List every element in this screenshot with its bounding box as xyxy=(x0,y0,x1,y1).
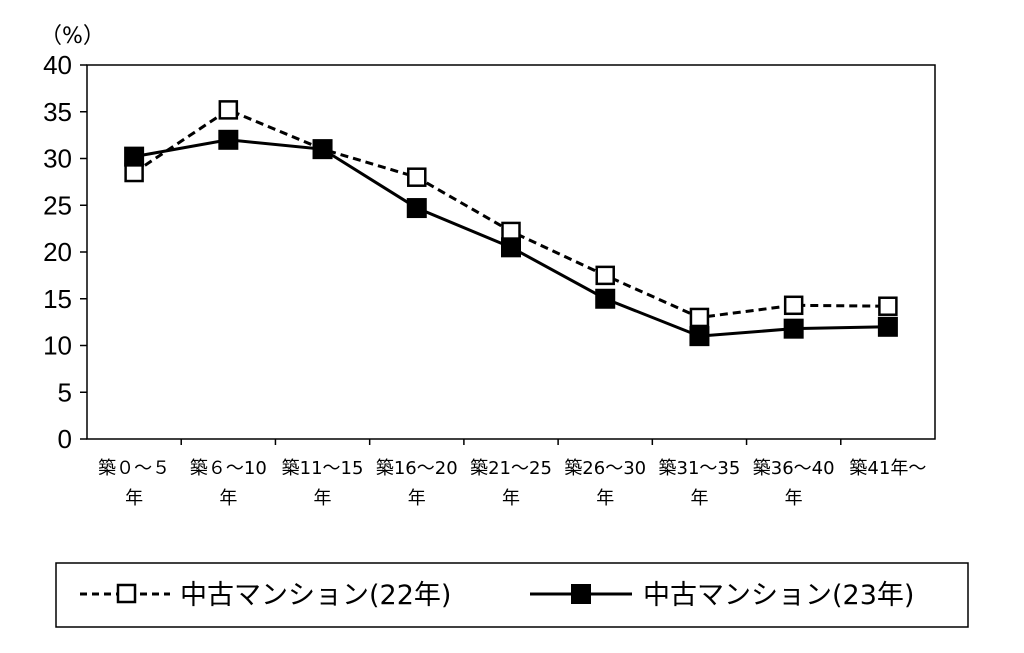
y-axis-ticks: 0 5 10 15 20 25 30 35 40 xyxy=(43,50,87,454)
x-category-label: 築21～25 xyxy=(470,458,552,479)
series-1-point xyxy=(689,307,710,328)
series-2-point xyxy=(877,316,898,337)
series-2-point xyxy=(501,237,521,258)
legend-series-2-label: 中古マンション(23年) xyxy=(643,580,914,611)
legend: 中古マンション(22年) 中古マンション(23年) xyxy=(55,562,969,628)
x-category-label: 年 xyxy=(314,488,332,509)
series-2-point xyxy=(783,318,804,339)
series-2-point xyxy=(124,146,145,167)
x-category-label: 年 xyxy=(596,488,614,509)
x-category-label: 築０～５ xyxy=(98,458,170,479)
series-1-point xyxy=(407,167,427,187)
y-tick-label: 30 xyxy=(43,144,72,174)
y-tick-label: 20 xyxy=(43,237,72,267)
legend-series-2-marker xyxy=(571,584,591,604)
series-1-point xyxy=(595,265,615,286)
series-1-point xyxy=(783,295,804,316)
x-category-label: 築11～15 xyxy=(282,458,364,479)
y-tick-label: 40 xyxy=(43,50,72,80)
y-tick-label: 0 xyxy=(58,424,72,454)
legend-frame xyxy=(55,562,969,628)
x-category-label: 築６～10 xyxy=(190,458,267,479)
x-category-label: 年 xyxy=(408,488,426,509)
x-category-label: 年 xyxy=(125,488,143,509)
series-2-point xyxy=(406,198,427,219)
series-1-point xyxy=(878,296,898,316)
y-unit-label: （%） xyxy=(40,24,105,49)
series-2-point xyxy=(595,288,616,309)
x-category-label: 築31～35 xyxy=(659,458,741,479)
x-category-label: 築41年～ xyxy=(849,458,926,479)
y-tick-label: 15 xyxy=(43,284,72,314)
series-layer xyxy=(124,100,898,347)
y-tick-label: 25 xyxy=(43,190,72,220)
y-tick-label: 35 xyxy=(43,97,72,127)
y-tick-label: 10 xyxy=(43,331,72,361)
series-2-point xyxy=(689,326,710,347)
y-tick-label: 5 xyxy=(58,377,72,407)
series-2-point xyxy=(312,139,333,160)
series-1-point xyxy=(218,100,239,120)
x-category-label: 年 xyxy=(502,488,520,509)
legend-series-1-marker xyxy=(116,583,137,604)
x-category-label: 築36～40 xyxy=(753,458,835,479)
x-category-label: 年 xyxy=(785,488,803,509)
x-axis-ticks: 築０～５年築６～10年築11～15年築16～20年築21～25年築26～30年築… xyxy=(98,439,926,509)
legend-series-1-label: 中古マンション(22年) xyxy=(180,580,451,611)
x-category-label: 年 xyxy=(219,488,237,509)
x-category-label: 年 xyxy=(690,488,708,509)
series-2-point xyxy=(218,129,239,150)
x-category-label: 築26～30 xyxy=(564,458,646,479)
x-category-label: 築16～20 xyxy=(376,458,458,479)
